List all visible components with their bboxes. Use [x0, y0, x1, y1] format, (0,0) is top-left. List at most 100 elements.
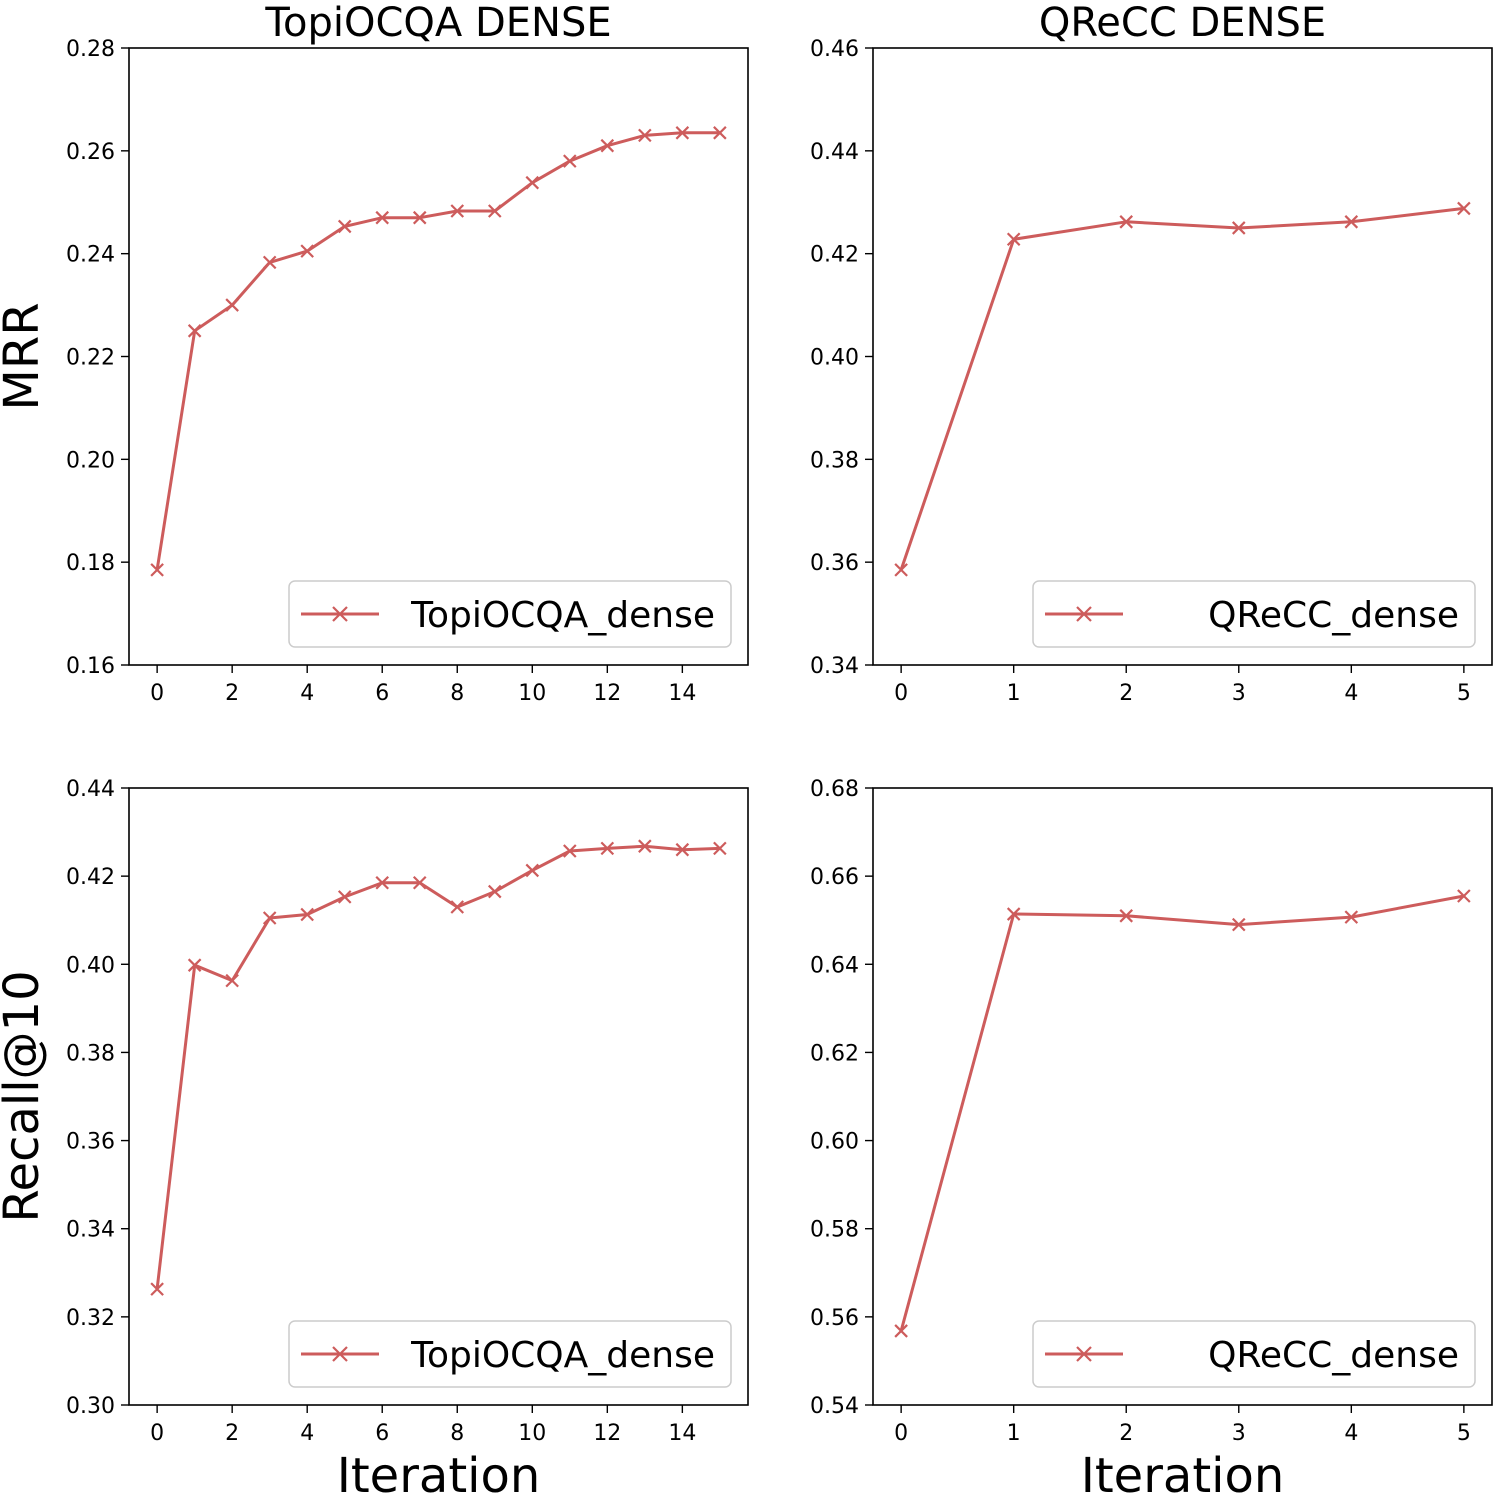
series-line [155, 844, 720, 1290]
data-point [525, 863, 540, 878]
data-point [600, 841, 615, 856]
series-line [899, 206, 1465, 571]
y-tick-label: 0.38 [810, 448, 859, 473]
x-tick-label: 4 [300, 1421, 314, 1446]
data-point [1344, 215, 1359, 229]
data-point [487, 884, 502, 899]
x-tick-label: 8 [450, 1421, 464, 1446]
legend-marker [1076, 606, 1092, 622]
data-point [1006, 907, 1021, 921]
y-tick-label: 0.46 [810, 37, 859, 62]
y-tick-label: 0.44 [810, 140, 859, 165]
data-point [1231, 221, 1246, 235]
y-tick-label: 0.40 [66, 953, 115, 978]
data-point [487, 204, 502, 218]
x-tick-label: 5 [1457, 1421, 1471, 1446]
data-point [563, 844, 577, 858]
x-tick-label: 3 [1232, 681, 1246, 706]
legend-label: TopiOCQA_dense [410, 1335, 715, 1376]
y-tick-label: 0.26 [66, 140, 115, 165]
data-point [1231, 917, 1246, 932]
data-point [894, 563, 908, 577]
data-point [225, 973, 239, 988]
y-axis-label: Recall@10 [0, 970, 50, 1222]
data-point [675, 126, 690, 140]
data-point [894, 1324, 908, 1338]
x-tick-label: 0 [150, 681, 164, 706]
data-point [563, 154, 577, 168]
plot-frame [128, 47, 749, 666]
legend-frame [1032, 1320, 1476, 1388]
data-point [638, 128, 652, 143]
x-tick-label: 14 [668, 1421, 696, 1446]
data-point [713, 841, 727, 856]
data-point [300, 907, 314, 922]
y-tick-label: 0.58 [810, 1218, 859, 1243]
data-point [450, 900, 465, 914]
plot-frame [128, 787, 749, 1406]
data-point [1119, 215, 1134, 229]
y-tick-label: 0.20 [66, 448, 115, 473]
y-tick-label: 0.18 [66, 551, 115, 576]
x-tick-label: 10 [518, 1421, 546, 1446]
legend-marker [332, 606, 348, 622]
x-tick-label: 2 [1119, 1421, 1133, 1446]
x-tick-label: 5 [1457, 681, 1471, 706]
y-tick-label: 0.24 [66, 243, 115, 268]
data-point [1344, 910, 1359, 924]
x-axis-label: Iteration [1081, 1448, 1285, 1503]
legend-label: QReCC_dense [1208, 1335, 1459, 1376]
data-point [1119, 909, 1134, 923]
x-tick-label: 0 [894, 681, 908, 706]
legend: QReCC_dense [1032, 580, 1476, 648]
y-tick-label: 0.68 [810, 777, 859, 802]
legend: TopiOCQA_dense [288, 580, 732, 648]
legend-marker [1076, 1346, 1092, 1362]
y-axis-label: MRR [0, 302, 50, 410]
y-tick-label: 0.42 [810, 243, 859, 268]
data-point [713, 126, 727, 140]
series-line [155, 131, 720, 571]
x-axis-label: Iteration [337, 1448, 541, 1503]
x-tick-label: 14 [668, 681, 696, 706]
y-tick-label: 0.62 [810, 1041, 859, 1066]
y-tick-label: 0.60 [810, 1130, 859, 1155]
chart-panel-2: QReCC DENSE 0.34 0.36 0.38 0.40 0.42 0.44 0.46 0… [810, 0, 1493, 706]
data-point [412, 875, 427, 890]
y-tick-label: 0.34 [810, 654, 859, 679]
data-point [1457, 889, 1471, 903]
series-line [899, 894, 1465, 1332]
data-point [150, 563, 164, 577]
data-point [638, 839, 652, 853]
y-tick-label: 0.28 [66, 37, 115, 62]
data-point [225, 298, 239, 312]
legend-label: QReCC_dense [1208, 595, 1459, 636]
x-tick-label: 4 [1344, 681, 1358, 706]
x-tick-label: 2 [225, 1421, 239, 1446]
data-point [450, 204, 465, 218]
legend-frame [288, 580, 732, 648]
x-tick-label: 6 [375, 681, 389, 706]
y-tick-label: 0.54 [810, 1394, 859, 1419]
data-point [150, 1282, 164, 1296]
data-point [525, 175, 540, 190]
x-tick-label: 10 [518, 681, 546, 706]
data-point [1006, 232, 1021, 247]
y-tick-label: 0.42 [66, 865, 115, 890]
x-tick-label: 1 [1007, 1421, 1021, 1446]
data-point [375, 875, 390, 890]
chart-title: TopiOCQA DENSE [264, 0, 611, 46]
data-point [1457, 201, 1471, 216]
data-point [337, 890, 352, 904]
y-tick-label: 0.36 [66, 1130, 115, 1155]
y-tick-label: 0.22 [66, 346, 115, 371]
y-tick-label: 0.56 [810, 1306, 859, 1331]
chart-panel-4: 0.54 0.56 0.58 0.60 0.62 0.64 0.66 0.68 0 1 2 3 4 5 QR… [810, 777, 1493, 1503]
y-tick-label: 0.44 [66, 777, 115, 802]
data-point [187, 324, 202, 338]
y-tick-label: 0.30 [66, 1394, 115, 1419]
data-point [375, 210, 390, 225]
legend-frame [1032, 580, 1476, 648]
y-tick-label: 0.36 [810, 551, 859, 576]
